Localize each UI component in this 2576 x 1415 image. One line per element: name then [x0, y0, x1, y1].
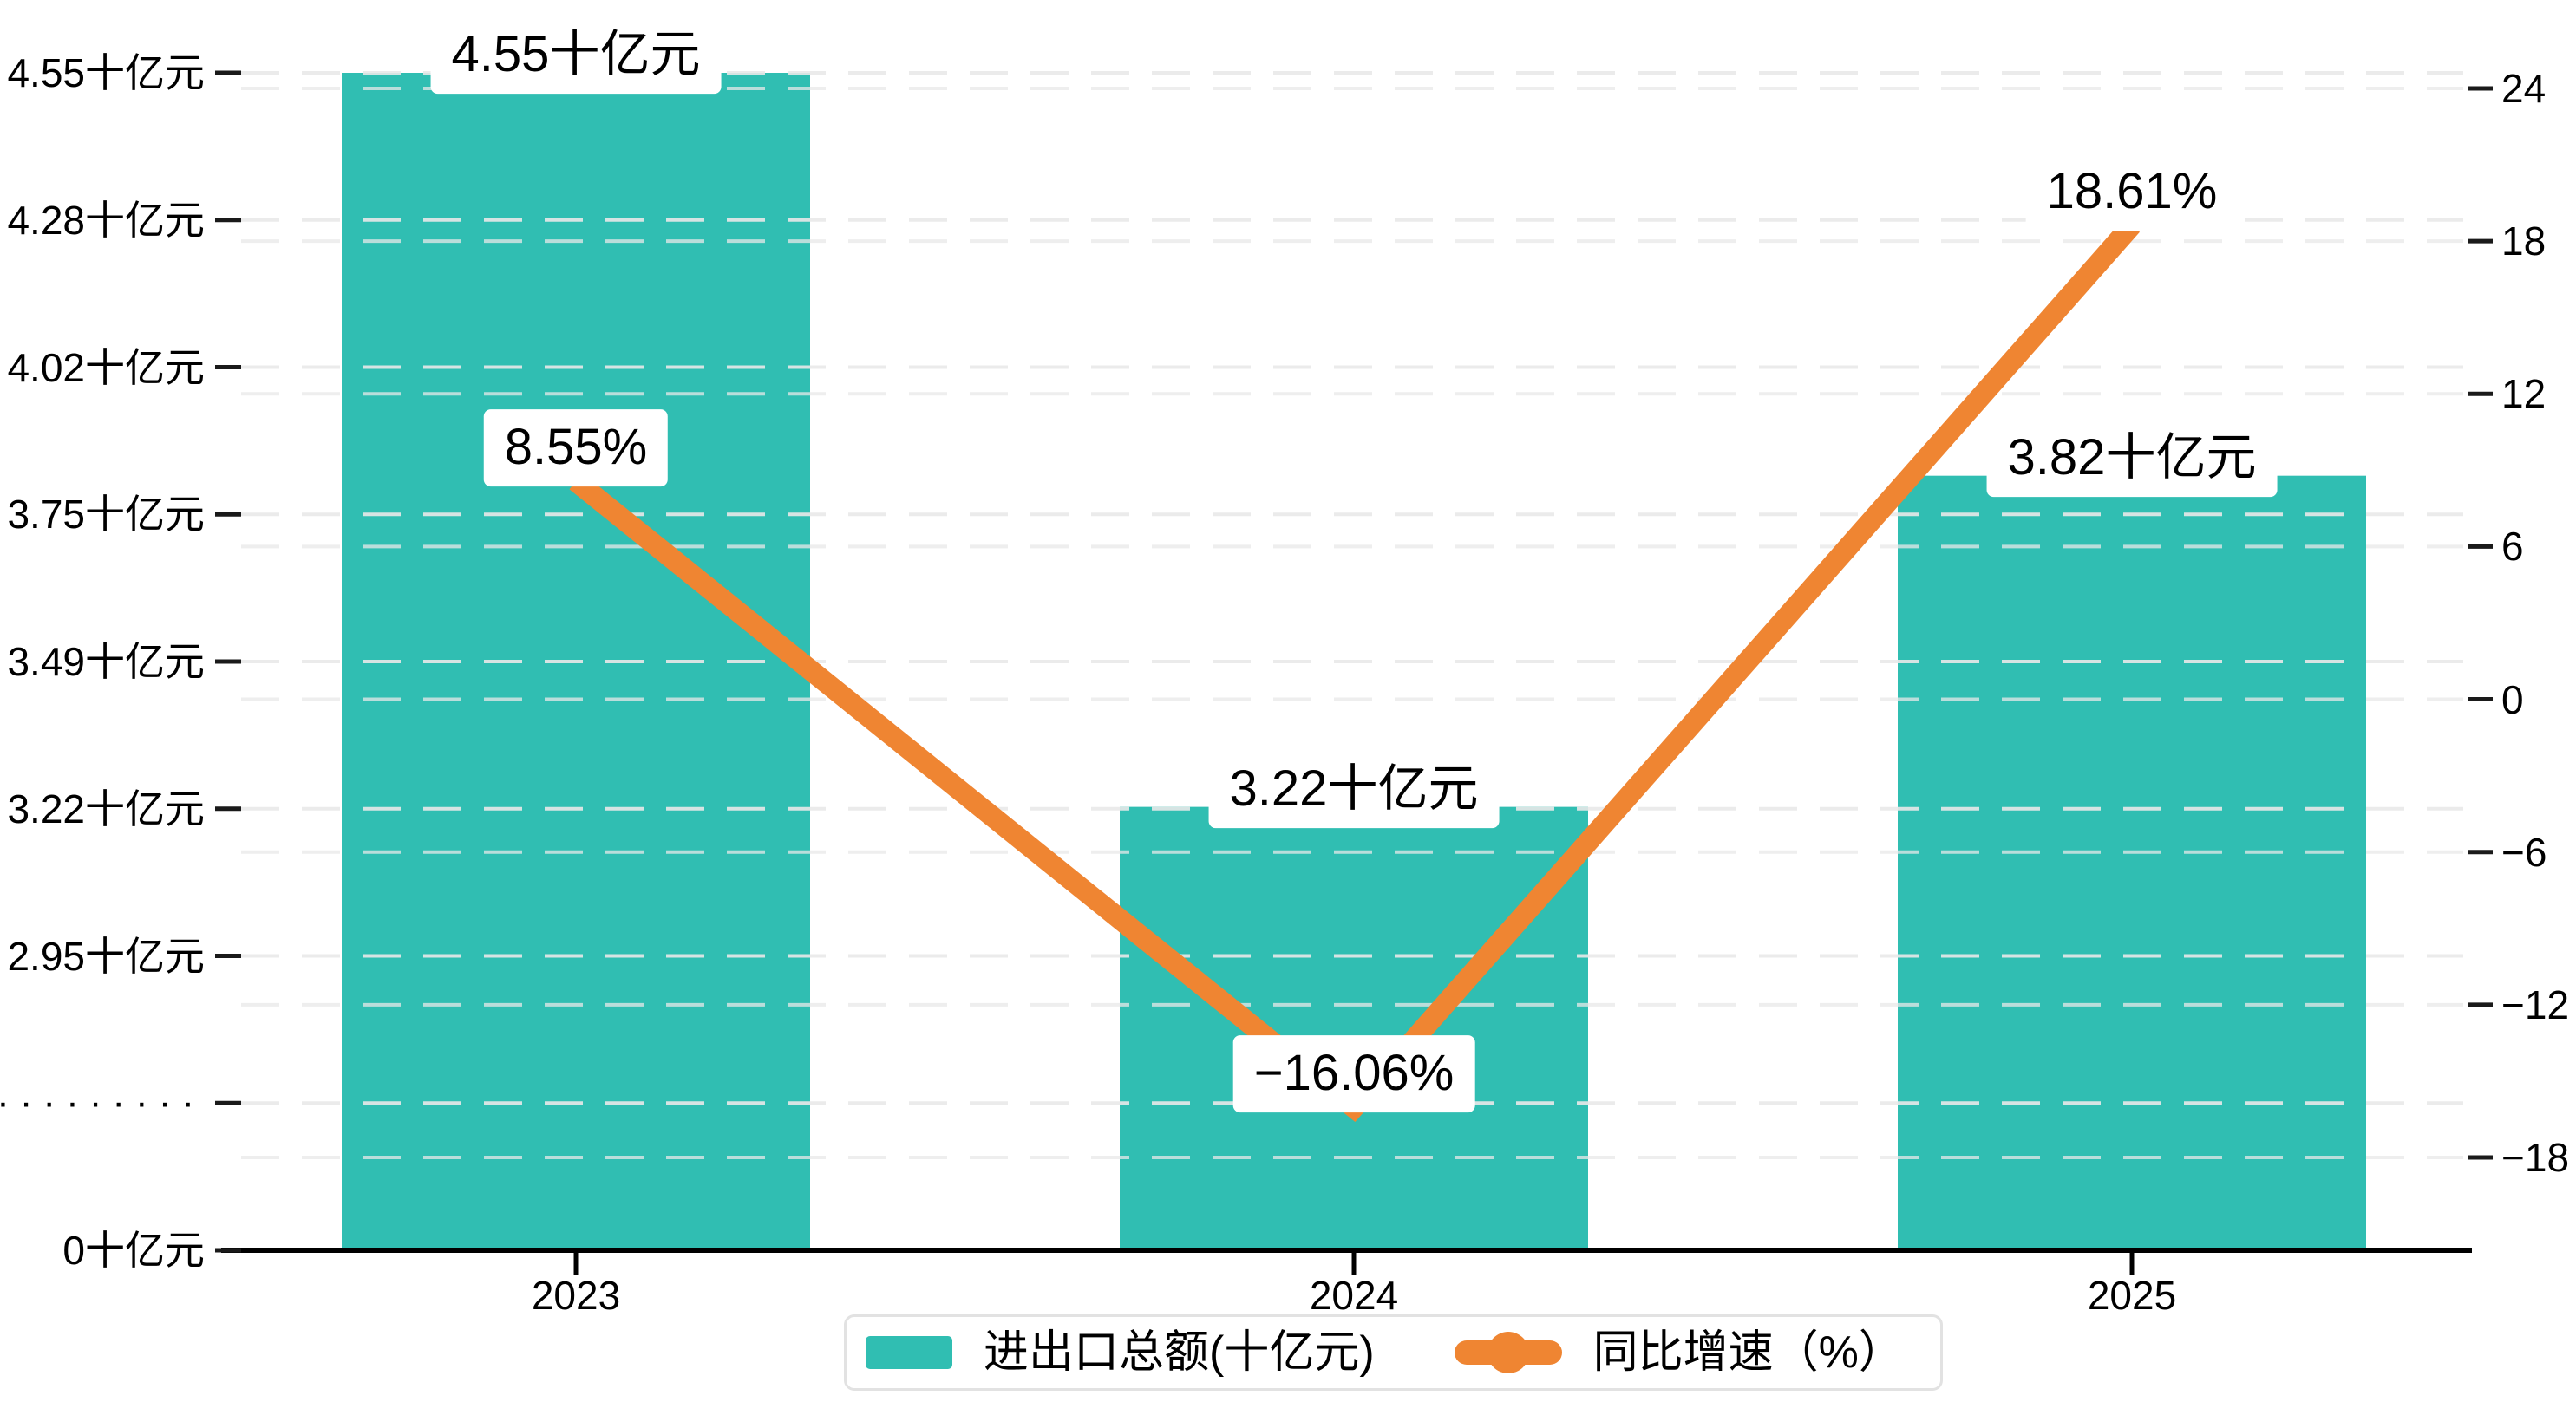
right-axis-label-5: −6 [2501, 829, 2547, 875]
left-axis-label-4: 3.49十亿元 [7, 639, 205, 684]
right-axis-label-6: −12 [2501, 981, 2570, 1027]
right-axis-label-7: −18 [2501, 1134, 2570, 1180]
right-axis-label-4: 0 [2501, 676, 2524, 722]
x-axis-label-2024: 2024 [1309, 1273, 1399, 1318]
bar-value-label-2025: 3.82十亿元 [1986, 419, 2278, 497]
line-series-swatch-icon[interactable] [1454, 1332, 1562, 1373]
left-axis-label-1: 4.28十亿元 [7, 197, 205, 243]
line-value-label-2025: 18.61% [2025, 153, 2239, 231]
right-axis-label-0: 24 [2501, 66, 2547, 111]
bar-value-label-2023: 4.55十亿元 [430, 16, 722, 94]
x-axis-label-2025: 2025 [2087, 1273, 2177, 1318]
left-axis-label-5: 3.22十亿元 [7, 786, 205, 831]
left-axis-label-0: 4.55十亿元 [7, 50, 205, 95]
left-axis-label-7: ········· [0, 1081, 205, 1125]
bar-value-label-2024: 3.22十亿元 [1208, 750, 1500, 828]
legend: 进出口总额(十亿元) 同比增速（%） [844, 1314, 1943, 1391]
left-axis-label-2: 4.02十亿元 [7, 344, 205, 390]
legend-label-bar[interactable]: 进出口总额(十亿元) [984, 1327, 1375, 1378]
right-axis-label-2: 12 [2501, 371, 2547, 417]
line-series-dot-icon [1487, 1332, 1529, 1373]
legend-label-line[interactable]: 同比增速（%） [1592, 1327, 1904, 1378]
bar-2025[interactable] [1898, 475, 2366, 1250]
right-axis-label-1: 18 [2501, 218, 2547, 264]
left-axis-label-8: 0十亿元 [62, 1228, 205, 1273]
line-value-label-2023: 8.55% [483, 409, 669, 486]
line-value-label-2024: −16.06% [1232, 1035, 1475, 1113]
bar-series-swatch-icon[interactable] [866, 1336, 952, 1369]
bar-2024[interactable] [1120, 806, 1588, 1250]
left-axis-label-3: 3.75十亿元 [7, 492, 205, 538]
right-axis-label-3: 6 [2501, 524, 2524, 570]
left-axis-label-6: 2.95十亿元 [7, 933, 205, 979]
x-axis-label-2023: 2023 [531, 1273, 621, 1318]
